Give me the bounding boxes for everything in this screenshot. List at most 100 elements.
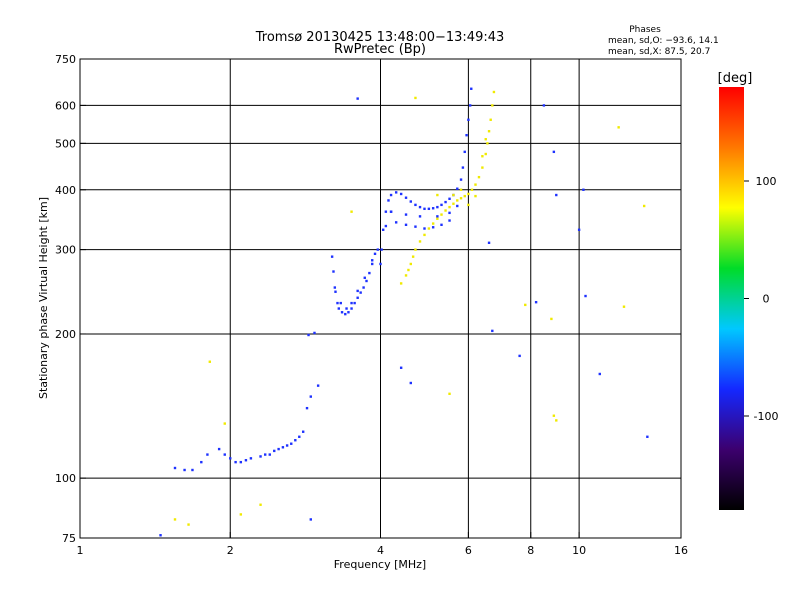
o-mode-point — [217, 447, 221, 451]
x-mode-point — [642, 204, 646, 208]
o-mode-point — [273, 449, 276, 453]
x-mode-point — [187, 523, 190, 526]
o-mode-point — [316, 384, 320, 387]
x-mode-point — [440, 213, 443, 216]
y-tick-label: 100 — [55, 472, 76, 485]
o-mode-point — [456, 204, 459, 208]
o-mode-point — [285, 444, 289, 447]
x-tick-label: 10 — [572, 544, 586, 557]
x-mode-point — [463, 194, 466, 198]
o-mode-point — [582, 188, 585, 191]
o-mode-point — [487, 241, 491, 244]
o-mode-point — [159, 534, 162, 537]
o-mode-point — [264, 453, 267, 456]
o-mode-point — [268, 453, 271, 456]
x-mode-point — [407, 268, 410, 272]
x-mode-point — [467, 203, 470, 207]
o-mode-point — [339, 301, 342, 305]
axis-ticks: 1 2 4 6 8 10 16 75 100 200 300 400 500 600 750 — [55, 53, 688, 557]
o-mode-point — [418, 205, 422, 209]
o-mode-point — [646, 435, 649, 438]
o-mode-point — [313, 331, 316, 335]
o-mode-point — [173, 466, 177, 470]
o-mode-point — [555, 193, 558, 197]
y-tick-label: 750 — [55, 53, 76, 66]
colorbar-tick-label: 0 — [763, 293, 770, 306]
o-mode-point — [223, 453, 226, 456]
o-mode-point — [259, 455, 262, 458]
x-mode-point — [474, 194, 477, 198]
o-mode-point — [371, 259, 374, 262]
x-mode-point — [617, 126, 620, 129]
o-mode-point — [399, 192, 403, 196]
o-mode-point — [350, 307, 353, 310]
stats-line-o: mean, sd,O: −93.6, 14.1 — [608, 36, 719, 46]
y-tick-label: 500 — [55, 137, 76, 150]
y-axis-label: Stationary phase Virtual Height [km] — [37, 197, 50, 399]
o-mode-point — [409, 200, 412, 203]
x-tick-label: 16 — [674, 544, 688, 557]
o-mode-point — [384, 224, 388, 228]
x-mode-point — [524, 303, 527, 307]
o-mode-point — [309, 395, 312, 398]
o-mode-point — [234, 460, 237, 464]
o-mode-point — [584, 294, 587, 298]
o-mode-point — [200, 460, 203, 464]
o-mode-point — [534, 300, 538, 304]
o-mode-point — [436, 205, 439, 209]
y-tick-label: 200 — [55, 328, 76, 341]
o-mode-point — [598, 372, 601, 376]
o-mode-point — [448, 197, 451, 201]
o-mode-point — [301, 430, 305, 433]
o-mode-point — [456, 187, 459, 190]
colorbar-label: [deg] — [718, 71, 753, 86]
o-mode-point — [542, 104, 546, 107]
x-mode-point — [448, 205, 451, 209]
o-mode-point — [191, 468, 194, 472]
o-mode-point — [281, 446, 285, 449]
o-mode-point — [371, 262, 374, 266]
x-mode-point — [423, 233, 426, 237]
x-mode-point — [239, 513, 243, 516]
colorbar-tick-label: 100 — [756, 175, 777, 188]
x-mode-point — [622, 305, 626, 308]
x-mode-point — [208, 360, 212, 363]
x-mode-point — [436, 193, 439, 197]
o-mode-point — [307, 333, 310, 337]
x-mode-point — [487, 130, 491, 133]
x-mode-point — [486, 142, 489, 145]
x-mode-point — [470, 188, 474, 191]
o-mode-point — [404, 213, 408, 216]
o-mode-point — [444, 200, 447, 204]
o-mode-point — [244, 459, 248, 462]
x-mode-point — [491, 104, 494, 107]
o-mode-point — [423, 227, 426, 230]
x-mode-point — [448, 392, 451, 396]
x-mode-point — [223, 422, 226, 425]
o-mode-point — [368, 271, 371, 275]
o-mode-point — [384, 210, 388, 213]
stats-line-x: mean, sd,X: 87.5, 20.7 — [608, 47, 710, 57]
x-axis-label: Frequency [MHz] — [334, 558, 426, 571]
o-mode-point — [356, 289, 359, 293]
o-mode-point — [491, 329, 494, 333]
o-mode-point — [345, 307, 348, 310]
x-mode-point — [484, 152, 487, 156]
o-mode-point — [387, 199, 390, 202]
o-mode-point — [418, 215, 422, 218]
o-mode-point — [399, 366, 403, 369]
x-mode-point — [459, 188, 463, 191]
x-mode-point — [489, 118, 492, 121]
chart-title: Tromsø 20130425 13:48:00−13:49:43 — [255, 30, 505, 45]
o-mode-point — [518, 354, 521, 358]
o-mode-point — [359, 291, 362, 294]
o-mode-point — [340, 311, 344, 314]
x-tick-label: 2 — [227, 544, 234, 557]
o-mode-point — [344, 312, 347, 316]
o-mode-point — [577, 228, 581, 231]
y-tick-label: 75 — [62, 532, 76, 545]
o-mode-point — [332, 270, 335, 273]
x-tick-label: 4 — [377, 544, 384, 557]
x-mode-point — [431, 222, 435, 225]
